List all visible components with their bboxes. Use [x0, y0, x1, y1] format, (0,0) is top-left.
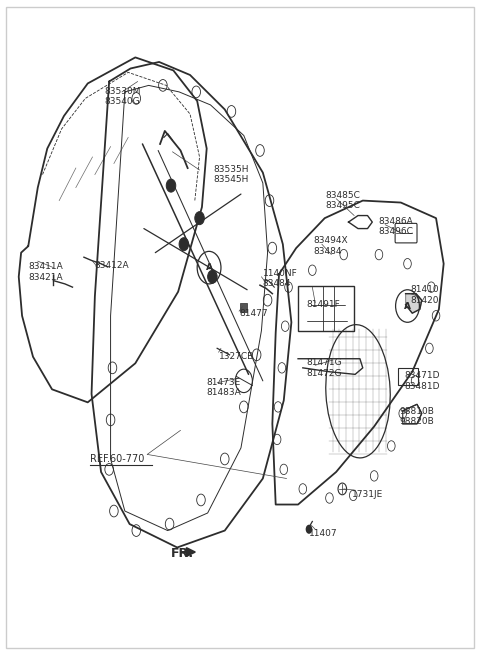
Text: 11407: 11407 [309, 529, 337, 538]
Circle shape [208, 271, 217, 283]
Text: 1327CB: 1327CB [218, 352, 254, 362]
Text: 83471D
83481D: 83471D 83481D [404, 371, 440, 390]
Text: 1731JE: 1731JE [352, 490, 383, 499]
Circle shape [166, 179, 176, 192]
Text: 81473E
81483A: 81473E 81483A [207, 378, 241, 397]
Text: 1140NF
83484: 1140NF 83484 [263, 269, 298, 288]
Text: 83486A
83496C: 83486A 83496C [378, 217, 413, 236]
Text: 81491F: 81491F [307, 300, 340, 309]
Text: 83485C
83495C: 83485C 83495C [325, 191, 360, 210]
Text: 83530M
83540G: 83530M 83540G [104, 86, 141, 106]
Text: A: A [205, 263, 213, 272]
Text: 83535H
83545H: 83535H 83545H [214, 165, 249, 184]
Text: 81471G
81472G: 81471G 81472G [307, 358, 342, 377]
Bar [298, 286, 354, 331]
Text: 81477: 81477 [239, 309, 268, 318]
Circle shape [306, 525, 312, 534]
Text: 98810B
98820B: 98810B 98820B [399, 407, 434, 426]
Text: A: A [404, 301, 411, 310]
Text: FR.: FR. [171, 547, 194, 560]
Text: 83411A
83421A: 83411A 83421A [28, 263, 63, 282]
Bar [398, 368, 418, 384]
Text: 81410
81420: 81410 81420 [410, 286, 439, 305]
Bar [240, 303, 247, 312]
Text: REF.60-770: REF.60-770 [90, 454, 144, 464]
Text: 83494X
83484: 83494X 83484 [314, 236, 348, 256]
Polygon shape [406, 293, 422, 313]
Circle shape [195, 212, 204, 225]
Circle shape [179, 238, 189, 251]
Circle shape [338, 483, 347, 495]
Text: 83412A: 83412A [95, 261, 130, 270]
